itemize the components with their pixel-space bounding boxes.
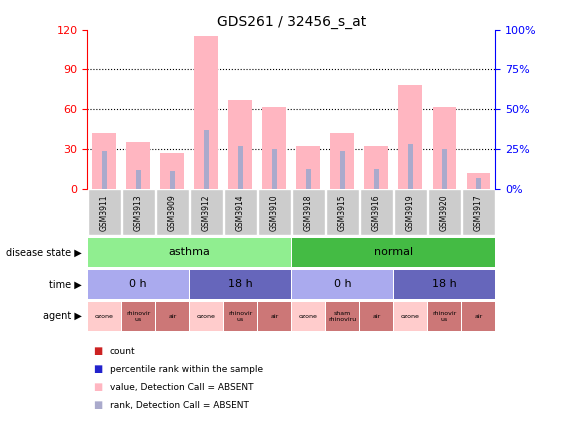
Bar	[432, 106, 457, 188]
Text: GSM3916: GSM3916	[372, 194, 381, 231]
Bar	[442, 149, 447, 188]
Bar	[190, 190, 222, 236]
Bar	[476, 178, 481, 188]
Text: GSM3914: GSM3914	[236, 194, 245, 231]
Bar	[194, 37, 218, 188]
Bar	[292, 302, 325, 331]
Title: GDS261 / 32456_s_at: GDS261 / 32456_s_at	[217, 15, 366, 29]
Text: GSM3920: GSM3920	[440, 194, 449, 231]
Bar	[360, 302, 393, 331]
Bar	[462, 190, 495, 236]
Text: percentile rank within the sample: percentile rank within the sample	[110, 365, 263, 374]
Bar	[229, 100, 252, 188]
Bar	[306, 169, 311, 188]
Bar	[292, 270, 393, 299]
Bar	[92, 133, 116, 188]
Bar	[204, 130, 209, 188]
Text: ozone: ozone	[197, 314, 216, 319]
Bar	[160, 153, 184, 188]
Bar	[394, 190, 427, 236]
Bar	[428, 302, 461, 331]
Text: GSM3919: GSM3919	[406, 194, 415, 231]
Text: 0 h: 0 h	[333, 279, 351, 289]
Bar	[374, 169, 379, 188]
Text: rhinovir
us: rhinovir us	[432, 311, 457, 322]
Text: ■: ■	[93, 364, 102, 374]
Bar	[408, 144, 413, 188]
Bar	[102, 152, 107, 188]
Text: GSM3918: GSM3918	[304, 194, 313, 231]
Text: GSM3910: GSM3910	[270, 194, 279, 231]
Text: ozone: ozone	[401, 314, 420, 319]
Text: 18 h: 18 h	[228, 279, 253, 289]
Text: disease state ▶: disease state ▶	[6, 248, 82, 257]
Bar	[122, 302, 155, 331]
Bar	[190, 302, 222, 331]
Bar	[326, 190, 359, 236]
Text: agent ▶: agent ▶	[43, 311, 82, 321]
Bar	[292, 190, 325, 236]
Text: ■: ■	[93, 382, 102, 392]
Text: air: air	[474, 314, 482, 319]
Bar	[156, 302, 189, 331]
Bar	[394, 302, 427, 331]
Text: ■: ■	[93, 346, 102, 357]
Text: ozone: ozone	[95, 314, 114, 319]
Text: asthma: asthma	[168, 248, 210, 257]
Bar	[428, 190, 461, 236]
Bar	[88, 302, 120, 331]
Text: 0 h: 0 h	[129, 279, 147, 289]
Bar	[258, 190, 291, 236]
Text: GSM3912: GSM3912	[202, 194, 211, 231]
Text: air: air	[168, 314, 176, 319]
Text: normal: normal	[374, 248, 413, 257]
Bar	[238, 146, 243, 188]
Bar	[399, 85, 422, 188]
Bar	[156, 190, 189, 236]
Text: rank, Detection Call = ABSENT: rank, Detection Call = ABSENT	[110, 400, 249, 410]
Text: time ▶: time ▶	[49, 279, 82, 289]
Bar	[88, 190, 120, 236]
Text: rhinovir
us: rhinovir us	[228, 311, 252, 322]
Bar	[364, 146, 388, 188]
Bar	[224, 190, 257, 236]
Text: ■: ■	[93, 400, 102, 410]
Text: air: air	[270, 314, 279, 319]
Bar	[292, 238, 495, 267]
Bar	[360, 190, 393, 236]
Bar	[190, 270, 291, 299]
Text: GSM3913: GSM3913	[134, 194, 143, 231]
Text: GSM3909: GSM3909	[168, 194, 177, 231]
Text: GSM3915: GSM3915	[338, 194, 347, 231]
Bar	[170, 171, 175, 188]
Text: air: air	[372, 314, 381, 319]
Bar	[122, 190, 155, 236]
Text: ozone: ozone	[299, 314, 318, 319]
Bar	[467, 173, 490, 188]
Bar	[88, 270, 189, 299]
Bar	[258, 302, 291, 331]
Bar	[462, 302, 495, 331]
Bar	[126, 142, 150, 188]
Bar	[326, 302, 359, 331]
Text: GSM3911: GSM3911	[100, 194, 109, 231]
Text: 18 h: 18 h	[432, 279, 457, 289]
Bar	[272, 149, 277, 188]
Bar	[297, 146, 320, 188]
Text: rhinovir
us: rhinovir us	[126, 311, 150, 322]
Text: count: count	[110, 347, 136, 356]
Bar	[330, 133, 354, 188]
Bar	[136, 170, 141, 188]
Text: GSM3917: GSM3917	[474, 194, 483, 231]
Bar	[88, 238, 291, 267]
Bar	[262, 106, 286, 188]
Text: value, Detection Call = ABSENT: value, Detection Call = ABSENT	[110, 383, 253, 392]
Bar	[394, 270, 495, 299]
Text: sham
rhinoviru: sham rhinoviru	[328, 311, 356, 322]
Bar	[340, 152, 345, 188]
Bar	[224, 302, 257, 331]
